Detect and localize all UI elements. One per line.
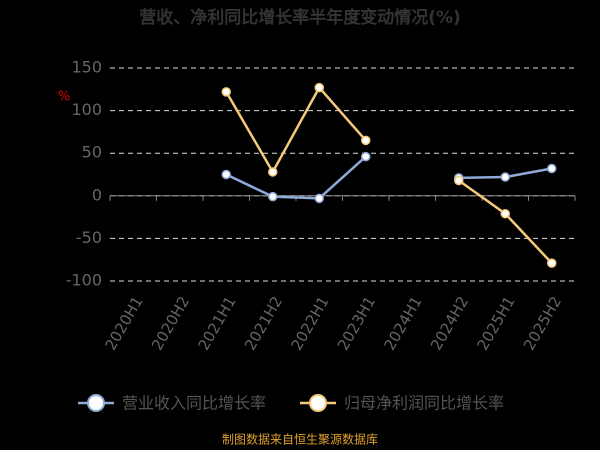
point bbox=[500, 208, 510, 219]
x-tick-label: 2023H1 bbox=[334, 293, 379, 353]
point bbox=[221, 169, 231, 180]
point bbox=[268, 167, 278, 177]
source-note: 制图数据来自恒生聚源数据库 bbox=[222, 432, 378, 447]
legend-marker bbox=[87, 394, 105, 412]
x-tick-label: 2022H1 bbox=[288, 293, 333, 353]
x-tick-label: 2020H1 bbox=[102, 293, 147, 353]
point bbox=[314, 193, 324, 204]
legend-label: 归母净利润同比增长率 bbox=[344, 394, 504, 413]
y-tick-label: 50 bbox=[82, 143, 102, 162]
x-tick-label: 2021H2 bbox=[241, 293, 286, 353]
x-tick-label: 2021H1 bbox=[195, 293, 240, 353]
point bbox=[221, 87, 231, 97]
legend-marker bbox=[309, 394, 327, 412]
point bbox=[361, 135, 371, 146]
x-tick-label: 2025H2 bbox=[520, 293, 565, 353]
y-tick-label: -50 bbox=[76, 228, 102, 247]
point bbox=[314, 82, 324, 93]
x-tick-label: 2020H2 bbox=[148, 293, 193, 353]
point bbox=[547, 163, 557, 174]
point bbox=[454, 175, 464, 186]
x-tick-label: 2024H1 bbox=[381, 293, 426, 353]
point bbox=[361, 151, 371, 162]
point bbox=[268, 191, 278, 202]
x-tick-label: 2024H2 bbox=[427, 293, 472, 353]
chart-title: 营收、净利同比增长率半年度变动情况(%) bbox=[139, 7, 461, 28]
point bbox=[547, 258, 557, 268]
x-tick-label: 2025H1 bbox=[474, 293, 519, 353]
y-unit: % bbox=[58, 90, 70, 105]
y-tick-label: 0 bbox=[92, 185, 102, 204]
legend-label: 营业收入同比增长率 bbox=[122, 394, 266, 413]
point bbox=[500, 172, 510, 182]
y-tick-label: 100 bbox=[71, 100, 102, 119]
y-tick-label: -100 bbox=[66, 271, 102, 290]
y-tick-label: 150 bbox=[71, 58, 102, 77]
